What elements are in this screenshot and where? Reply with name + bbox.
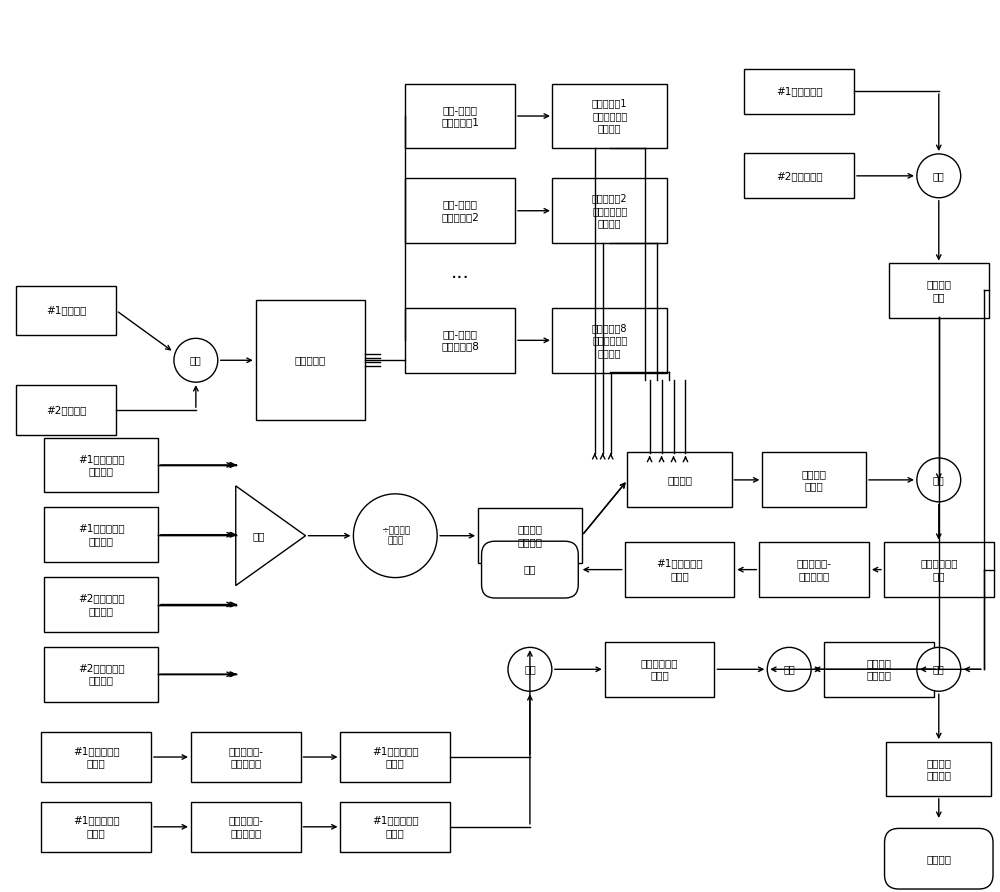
Text: #1变频泵频率
目标值: #1变频泵频率 目标值 xyxy=(656,558,703,581)
Text: #2机组工频泵
进水温度: #2机组工频泵 进水温度 xyxy=(78,663,124,685)
Text: 变频泵功率-
频率关系式: 变频泵功率- 频率关系式 xyxy=(797,558,832,581)
Text: #2工频泵功率: #2工频泵功率 xyxy=(776,171,822,181)
Polygon shape xyxy=(236,486,306,585)
Bar xyxy=(886,741,991,797)
Text: 插值运算: 插值运算 xyxy=(667,475,692,485)
Bar xyxy=(340,732,450,782)
Bar xyxy=(627,452,732,508)
Text: 变频泵功率目
标值: 变频泵功率目 标值 xyxy=(920,558,958,581)
Bar xyxy=(744,153,854,198)
FancyBboxPatch shape xyxy=(885,829,993,889)
Text: 求和: 求和 xyxy=(253,531,265,541)
Text: 相加: 相加 xyxy=(190,355,202,365)
Text: 超限报警: 超限报警 xyxy=(926,854,951,863)
Text: 结束: 结束 xyxy=(524,565,536,574)
Text: 相减: 相减 xyxy=(933,665,945,674)
Text: #1变频泵功率
实际值: #1变频泵功率 实际值 xyxy=(372,746,419,768)
Bar xyxy=(625,542,734,597)
Text: #2机组变频泵
进水温度: #2机组变频泵 进水温度 xyxy=(78,593,124,615)
Circle shape xyxy=(767,648,811,691)
Bar xyxy=(44,438,158,492)
Text: 工频泵总
功率: 工频泵总 功率 xyxy=(926,279,951,301)
Bar xyxy=(744,69,854,113)
Text: 负荷-循泵总
功率关系式1: 负荷-循泵总 功率关系式1 xyxy=(441,105,479,128)
Bar xyxy=(405,178,515,244)
Bar xyxy=(552,84,667,148)
Text: #1变频泵频率
实际值: #1变频泵频率 实际值 xyxy=(73,746,119,768)
Bar xyxy=(256,301,365,420)
Text: 负荷-循泵总
功率关系式2: 负荷-循泵总 功率关系式2 xyxy=(441,200,479,222)
Text: 双机组负荷: 双机组负荷 xyxy=(295,355,326,365)
Text: ÷已开启泵
的数量: ÷已开启泵 的数量 xyxy=(381,526,410,545)
Text: 负荷-循泵总
功率关系式8: 负荷-循泵总 功率关系式8 xyxy=(441,329,479,351)
Text: 循环水温度8
时循泵的总功
率目标值: 循环水温度8 时循泵的总功 率目标值 xyxy=(592,323,627,358)
Bar xyxy=(762,452,866,508)
Bar xyxy=(41,802,151,852)
Text: 循泵进水
平均温度: 循泵进水 平均温度 xyxy=(517,524,542,547)
FancyBboxPatch shape xyxy=(482,541,578,598)
Bar xyxy=(405,84,515,148)
Bar xyxy=(191,732,301,782)
Text: 相加: 相加 xyxy=(783,665,795,674)
Text: 循泵功率
目标值: 循泵功率 目标值 xyxy=(802,468,827,491)
Text: #1变频泵功率
实际值: #1变频泵功率 实际值 xyxy=(372,815,419,838)
Text: 变频泵频率-
功率关系式: 变频泵频率- 功率关系式 xyxy=(228,746,263,768)
Bar xyxy=(884,542,994,597)
Circle shape xyxy=(353,494,437,578)
Text: #1机组工频泵
进水温度: #1机组工频泵 进水温度 xyxy=(78,524,124,546)
Bar xyxy=(44,647,158,702)
Bar xyxy=(405,308,515,373)
Text: #1机组负荷: #1机组负荷 xyxy=(46,305,86,316)
Bar xyxy=(44,508,158,562)
Bar xyxy=(605,642,714,697)
Bar xyxy=(16,285,116,335)
Circle shape xyxy=(917,648,961,691)
Text: #1工频泵功率: #1工频泵功率 xyxy=(776,87,822,96)
Bar xyxy=(340,802,450,852)
Text: 相加: 相加 xyxy=(524,665,536,674)
Text: 相减: 相减 xyxy=(933,475,945,485)
Text: 循环水温度1
时循泵的总功
率目标值: 循环水温度1 时循泵的总功 率目标值 xyxy=(592,99,627,134)
Text: ···: ··· xyxy=(451,269,469,288)
Text: #1变频泵频率
实际值: #1变频泵频率 实际值 xyxy=(73,815,119,838)
Text: 循泵总功
率偏差值: 循泵总功 率偏差值 xyxy=(926,758,951,780)
Text: 变频泵频率-
功率关系式: 变频泵频率- 功率关系式 xyxy=(228,815,263,838)
Bar xyxy=(552,178,667,244)
Bar xyxy=(552,308,667,373)
Bar xyxy=(44,577,158,632)
Bar xyxy=(41,732,151,782)
Text: 相加: 相加 xyxy=(933,171,945,181)
Text: 循环水温度2
时循泵的总功
率目标值: 循环水温度2 时循泵的总功 率目标值 xyxy=(592,194,628,228)
Circle shape xyxy=(917,458,961,502)
Text: 变频泵总功率
实际值: 变频泵总功率 实际值 xyxy=(641,658,678,681)
Bar xyxy=(824,642,934,697)
Text: 循泵总功
率实际值: 循泵总功 率实际值 xyxy=(866,658,891,681)
Text: #2机组负荷: #2机组负荷 xyxy=(46,405,86,415)
Bar xyxy=(191,802,301,852)
Circle shape xyxy=(508,648,552,691)
Bar xyxy=(889,263,989,318)
Circle shape xyxy=(174,338,218,382)
Text: #1机组变频泵
进水温度: #1机组变频泵 进水温度 xyxy=(78,454,124,476)
Bar xyxy=(759,542,869,597)
Circle shape xyxy=(917,154,961,198)
Bar xyxy=(478,508,582,563)
Bar xyxy=(16,385,116,435)
